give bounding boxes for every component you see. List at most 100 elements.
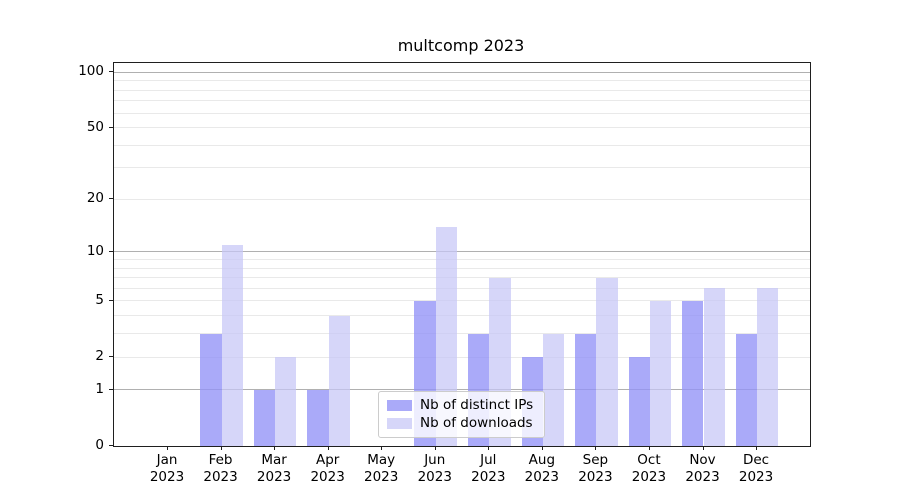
y-tick-mark (109, 388, 113, 390)
legend-item-distinct-ips: Nb of distinct IPs (387, 398, 536, 413)
bar-downloads (275, 357, 297, 446)
x-tick-year: 2023 (578, 468, 613, 485)
x-tick-year: 2023 (471, 468, 506, 485)
x-tick-month: Sep (582, 452, 609, 468)
y-tick-label: 100 (78, 63, 104, 80)
x-tick-mark (648, 446, 650, 450)
gridline-major (114, 71, 810, 73)
bar-downloads (328, 315, 350, 446)
bar-distinct-ips (200, 333, 222, 446)
gridline-minor (114, 287, 810, 289)
gridline-minor (114, 80, 810, 82)
legend-item-downloads: Nb of downloads (387, 416, 536, 431)
y-tick-mark (109, 198, 113, 200)
bar-downloads (542, 333, 565, 446)
gridline-minor (114, 100, 810, 102)
x-tick-mark (381, 446, 383, 450)
x-tick-year: 2023 (631, 468, 667, 485)
gridline-minor (114, 315, 810, 317)
y-tick-label: 5 (95, 291, 104, 308)
x-tick-mark (274, 446, 276, 450)
gridline-major (114, 251, 810, 253)
x-tick-month: Dec (742, 452, 770, 468)
x-tick-year: 2023 (364, 468, 399, 485)
gridline-minor (114, 259, 810, 260)
x-tick-mark (702, 446, 704, 450)
gridline-minor (114, 144, 810, 146)
gridline-major (114, 389, 810, 391)
gridline-minor (114, 127, 810, 129)
y-tick-label: 2 (95, 348, 104, 365)
gridline-minor (114, 300, 810, 302)
x-tick-label: Oct 2023 (614, 452, 684, 485)
bar-downloads (221, 244, 243, 446)
x-tick-label: Sep 2023 (560, 452, 630, 485)
bar-downloads (703, 288, 725, 446)
x-tick-mark (327, 446, 329, 450)
bar-downloads (757, 288, 779, 446)
gridline-minor (114, 277, 810, 279)
x-tick-month: Jul (480, 452, 497, 468)
x-tick-label: Apr 2023 (293, 452, 363, 485)
x-tick-year: 2023 (417, 468, 452, 485)
x-tick-mark (167, 446, 168, 450)
x-tick-month: Feb (208, 452, 233, 468)
y-tick-mark (109, 445, 113, 446)
x-tick-label: Nov 2023 (668, 452, 738, 485)
x-tick-month: Aug (528, 452, 556, 468)
legend-label: Nb of downloads (420, 415, 533, 431)
legend: Nb of distinct IPs Nb of downloads (378, 391, 545, 438)
x-tick-year: 2023 (256, 468, 292, 485)
x-tick-year: 2023 (738, 468, 774, 485)
x-tick-year: 2023 (685, 468, 720, 485)
x-tick-label: Mar 2023 (239, 452, 309, 485)
x-tick-month: Mar (261, 452, 287, 468)
x-tick-label: Jun 2023 (400, 452, 470, 485)
y-tick-label: 1 (95, 380, 104, 397)
x-tick-label: Jan 2023 (132, 452, 202, 485)
y-tick-label: 0 (95, 437, 104, 453)
x-tick-label: May 2023 (346, 452, 416, 485)
x-tick-month: Apr (315, 452, 340, 468)
gridline-minor (114, 167, 810, 169)
chart-title: multcomp 2023 (397, 36, 525, 55)
bar-distinct-ips (735, 333, 758, 446)
bar-downloads (649, 300, 672, 446)
plot-area (113, 62, 811, 447)
bar-distinct-ips (253, 389, 276, 446)
y-tick-mark (109, 356, 113, 358)
bar-downloads (596, 277, 618, 446)
bar-distinct-ips (575, 333, 597, 446)
x-tick-month: Nov (689, 452, 716, 468)
gridline-minor (114, 356, 810, 358)
x-tick-label: Aug 2023 (507, 452, 577, 485)
x-tick-year: 2023 (310, 468, 345, 485)
gridline-minor (114, 267, 810, 269)
y-tick-label: 50 (86, 118, 104, 135)
legend-swatch-downloads (387, 418, 412, 429)
gridline-minor (114, 198, 810, 200)
x-tick-mark (488, 446, 490, 450)
x-tick-mark (756, 446, 758, 450)
x-tick-mark (220, 446, 222, 450)
gridline-minor (114, 333, 810, 335)
x-tick-mark (541, 446, 543, 450)
y-tick-mark (109, 126, 113, 128)
x-tick-year: 2023 (524, 468, 560, 485)
x-tick-year: 2023 (149, 468, 185, 485)
y-tick-mark (109, 250, 113, 252)
x-tick-month: Jan (156, 452, 178, 468)
y-tick-mark (109, 71, 113, 73)
bar-distinct-ips (682, 300, 704, 446)
x-tick-label: Feb 2023 (186, 452, 256, 485)
gridline-minor (114, 112, 810, 114)
x-tick-month: Jun (424, 452, 446, 468)
bar-distinct-ips (307, 389, 329, 446)
gridline-minor (114, 89, 810, 91)
x-tick-mark (434, 446, 436, 450)
y-tick-mark (109, 299, 113, 301)
x-tick-month: May (367, 452, 396, 468)
x-tick-label: Jul 2023 (453, 452, 523, 485)
x-tick-label: Dec 2023 (721, 452, 791, 485)
